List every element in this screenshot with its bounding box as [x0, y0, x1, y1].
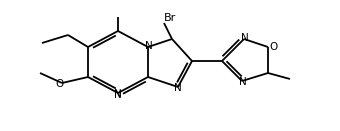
Text: N: N — [114, 89, 122, 99]
Text: N: N — [114, 90, 122, 100]
Text: O: O — [269, 42, 277, 52]
Text: N: N — [239, 77, 247, 87]
Text: N: N — [241, 33, 249, 43]
Text: N: N — [145, 41, 153, 51]
Text: N: N — [174, 83, 182, 93]
Text: O: O — [56, 79, 64, 89]
Text: Br: Br — [164, 13, 176, 23]
